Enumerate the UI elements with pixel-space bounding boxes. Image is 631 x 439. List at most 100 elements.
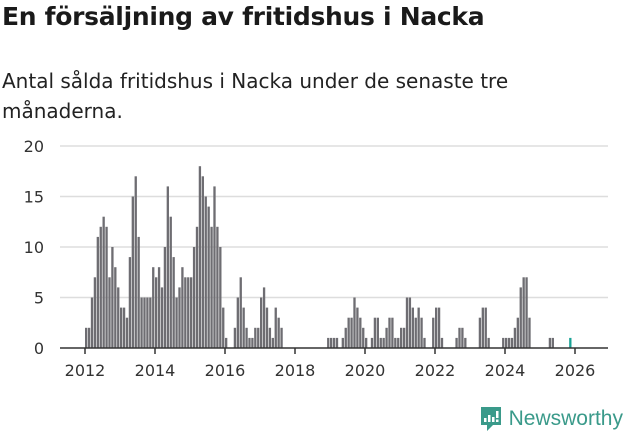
bar [105, 226, 108, 348]
bar [400, 327, 403, 348]
y-tick-label: 10 [24, 238, 44, 257]
bar [525, 277, 528, 348]
bar [484, 307, 487, 348]
bar [128, 257, 132, 348]
bar [481, 307, 484, 348]
bar [522, 277, 525, 348]
bar [507, 337, 511, 348]
x-tick-label: 2014 [135, 361, 176, 380]
bar [201, 176, 204, 348]
bar [192, 247, 196, 348]
bar [414, 317, 417, 348]
bar [344, 327, 347, 348]
bar [548, 337, 552, 348]
bar [458, 327, 461, 348]
bar [239, 277, 242, 348]
bar [184, 277, 187, 348]
bar [213, 186, 216, 348]
chart-title: En försäljning av fritidshus i Nacka [2, 2, 485, 31]
newsworthy-logo-icon [480, 407, 501, 431]
bar [332, 337, 336, 348]
bar [251, 337, 254, 348]
bar [178, 287, 181, 348]
bar [341, 337, 344, 348]
y-tick-label: 5 [34, 289, 44, 308]
bar [274, 307, 277, 348]
bar [137, 236, 140, 348]
bar [519, 287, 522, 348]
bar [166, 186, 169, 348]
bar [478, 317, 482, 348]
bar [405, 297, 409, 348]
x-tick-label: 2016 [205, 361, 246, 380]
chart-subtitle: Antal sålda fritidshus i Nacka under de … [2, 69, 509, 123]
bar [385, 327, 388, 348]
bar [335, 337, 339, 348]
bar [502, 337, 505, 348]
brand-footer: Newsworthy [479, 405, 623, 433]
bar [260, 297, 263, 348]
bar [505, 337, 508, 348]
bar [420, 317, 423, 348]
bar [131, 196, 134, 348]
bar [513, 327, 517, 348]
x-tick-label: 2026 [555, 361, 596, 380]
bar [464, 337, 467, 348]
bar [96, 236, 99, 348]
bar [330, 337, 333, 348]
y-tick-label: 0 [34, 339, 44, 358]
bar [236, 297, 239, 348]
bar [198, 166, 202, 348]
x-tick-label: 2022 [415, 361, 456, 380]
bar [516, 317, 519, 348]
bar [157, 267, 161, 348]
bar [262, 287, 266, 348]
bar [122, 307, 126, 348]
bar [140, 297, 143, 348]
bar [99, 226, 102, 348]
bar [225, 337, 228, 348]
bar [125, 317, 129, 348]
bar [350, 317, 353, 348]
x-axis: 2012 2014 2016 2018 2020 2022 2024 2026 [60, 347, 608, 380]
bar [432, 317, 435, 348]
bar [219, 247, 222, 348]
bar [569, 337, 572, 348]
bar [388, 317, 391, 348]
brand-name: Newsworthy [508, 407, 623, 430]
bar [149, 297, 152, 348]
bar [90, 297, 94, 348]
bar [461, 327, 464, 348]
y-tick-label: 20 [24, 137, 44, 156]
bar [411, 307, 414, 348]
bar [359, 317, 362, 348]
bar [394, 337, 397, 348]
bar [204, 196, 207, 348]
bar-chart: 0 5 10 15 20 2012 2014 2016 2018 2020 2022 2024 202… [24, 137, 608, 380]
bar [163, 247, 167, 348]
bar [152, 267, 155, 348]
bar [117, 287, 120, 348]
bar [435, 307, 438, 348]
bar [370, 337, 374, 348]
y-axis-labels: 0 5 10 15 20 [24, 137, 44, 358]
bar [85, 327, 88, 348]
bar [207, 206, 210, 348]
grid-lines [60, 145, 608, 299]
bar [120, 307, 123, 348]
bar [257, 327, 260, 348]
bar [254, 327, 257, 348]
bar [172, 257, 175, 348]
bars [85, 166, 572, 348]
bar [102, 216, 105, 348]
bar [248, 337, 251, 348]
bar [373, 317, 377, 348]
bar [268, 327, 272, 348]
bar [187, 277, 190, 348]
bar [455, 337, 458, 348]
x-tick-label: 2018 [275, 361, 316, 380]
bar [134, 176, 137, 348]
bar [397, 337, 400, 348]
bar [365, 337, 368, 348]
bar [155, 277, 158, 348]
